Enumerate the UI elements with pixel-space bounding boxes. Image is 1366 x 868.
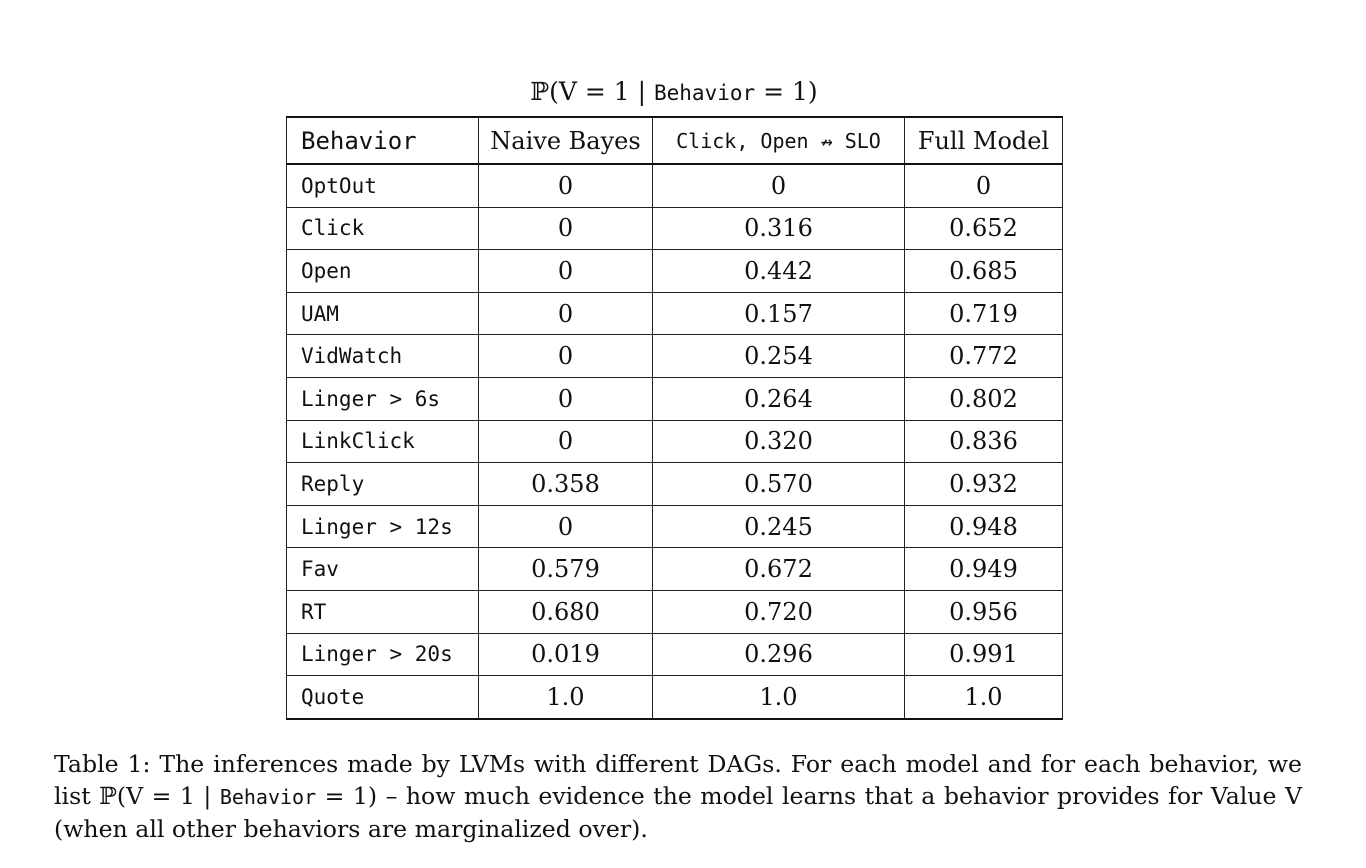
behavior-cell: Quote: [286, 675, 479, 720]
full-model-cell: 0.652: [904, 207, 1063, 251]
behavior-cell: UAM: [286, 292, 479, 336]
behavior-cell: Linger > 6s: [286, 377, 479, 421]
header-naive-bayes: Naive Bayes: [478, 116, 653, 165]
naive-bayes-cell: 0: [478, 377, 653, 421]
table-row: Click 0 0.316 0.652: [286, 207, 1063, 251]
table-row: Reply 0.358 0.570 0.932: [286, 462, 1063, 506]
full-model-cell: 0.802: [904, 377, 1063, 421]
naive-bayes-cell: 0: [478, 505, 653, 549]
click-open-slo-cell: 0.296: [652, 633, 905, 677]
full-model-cell: 0.991: [904, 633, 1063, 677]
click-open-slo-cell: 1.0: [652, 675, 905, 720]
naive-bayes-cell: 0: [478, 164, 653, 208]
naive-bayes-cell: 0.019: [478, 633, 653, 677]
table-row: UAM 0 0.157 0.719: [286, 292, 1063, 336]
table-title-prefix: ℙ(V = 1 |: [530, 77, 654, 106]
table-caption: Table 1: The inferences made by LVMs wit…: [54, 748, 1302, 845]
behavior-cell: Linger > 12s: [286, 505, 479, 549]
behavior-cell: Linger > 20s: [286, 633, 479, 677]
behavior-cell: VidWatch: [286, 334, 479, 378]
click-open-slo-cell: 0.320: [652, 420, 905, 464]
full-model-cell: 0.956: [904, 590, 1063, 634]
click-open-slo-cell: 0.157: [652, 292, 905, 336]
click-open-slo-cell: 0.720: [652, 590, 905, 634]
naive-bayes-cell: 0: [478, 334, 653, 378]
table-row: VidWatch 0 0.254 0.772: [286, 334, 1063, 378]
naive-bayes-cell: 0.358: [478, 462, 653, 506]
table-row: Linger > 12s 0 0.245 0.948: [286, 505, 1063, 549]
click-open-slo-cell: 0.264: [652, 377, 905, 421]
table-row: RT 0.680 0.720 0.956: [286, 590, 1063, 634]
click-open-slo-cell: 0: [652, 164, 905, 208]
table-title-code: Behavior: [654, 81, 756, 105]
caption-code: Behavior: [219, 785, 317, 809]
click-open-slo-cell: 0.442: [652, 249, 905, 293]
behavior-cell: OptOut: [286, 164, 479, 208]
full-model-cell: 0.772: [904, 334, 1063, 378]
header-row: Behavior Naive Bayes Click, Open ↛ SLO F…: [286, 116, 1063, 165]
behavior-cell: Fav: [286, 547, 479, 591]
naive-bayes-cell: 0.680: [478, 590, 653, 634]
table-row: Quote 1.0 1.0 1.0: [286, 675, 1063, 720]
table-title-suffix: = 1): [755, 77, 818, 106]
full-model-cell: 0.949: [904, 547, 1063, 591]
header-behavior: Behavior: [286, 116, 479, 165]
naive-bayes-cell: 1.0: [478, 675, 653, 720]
table-title: ℙ(V = 1 | Behavior = 1): [286, 74, 1062, 111]
behavior-cell: RT: [286, 590, 479, 634]
full-model-cell: 0.932: [904, 462, 1063, 506]
full-model-cell: 0.836: [904, 420, 1063, 464]
full-model-cell: 0.948: [904, 505, 1063, 549]
click-open-slo-cell: 0.316: [652, 207, 905, 251]
full-model-cell: 0.685: [904, 249, 1063, 293]
naive-bayes-cell: 0: [478, 207, 653, 251]
naive-bayes-cell: 0: [478, 292, 653, 336]
caption-part-2: = 1) – how much evidence the model learn…: [54, 782, 1302, 843]
click-open-slo-cell: 0.570: [652, 462, 905, 506]
behavior-cell: Reply: [286, 462, 479, 506]
naive-bayes-cell: 0.579: [478, 547, 653, 591]
table-row: Fav 0.579 0.672 0.949: [286, 547, 1063, 591]
behavior-cell: Open: [286, 249, 479, 293]
full-model-cell: 0.719: [904, 292, 1063, 336]
results-table: Behavior Naive Bayes Click, Open ↛ SLO F…: [286, 116, 1063, 720]
table-row: LinkClick 0 0.320 0.836: [286, 420, 1063, 464]
naive-bayes-cell: 0: [478, 420, 653, 464]
click-open-slo-cell: 0.254: [652, 334, 905, 378]
naive-bayes-cell: 0: [478, 249, 653, 293]
table-row: OptOut 0 0 0: [286, 164, 1063, 208]
table-row: Linger > 20s 0.019 0.296 0.991: [286, 633, 1063, 677]
header-full-model: Full Model: [904, 116, 1063, 165]
header-click-open-slo: Click, Open ↛ SLO: [652, 116, 905, 165]
table-row: Linger > 6s 0 0.264 0.802: [286, 377, 1063, 421]
behavior-cell: LinkClick: [286, 420, 479, 464]
behavior-cell: Click: [286, 207, 479, 251]
click-open-slo-cell: 0.672: [652, 547, 905, 591]
caption-part-1: Table 1: The inferences made by LVMs wit…: [54, 750, 1302, 810]
full-model-cell: 1.0: [904, 675, 1063, 720]
click-open-slo-cell: 0.245: [652, 505, 905, 549]
table-row: Open 0 0.442 0.685: [286, 249, 1063, 293]
full-model-cell: 0: [904, 164, 1063, 208]
